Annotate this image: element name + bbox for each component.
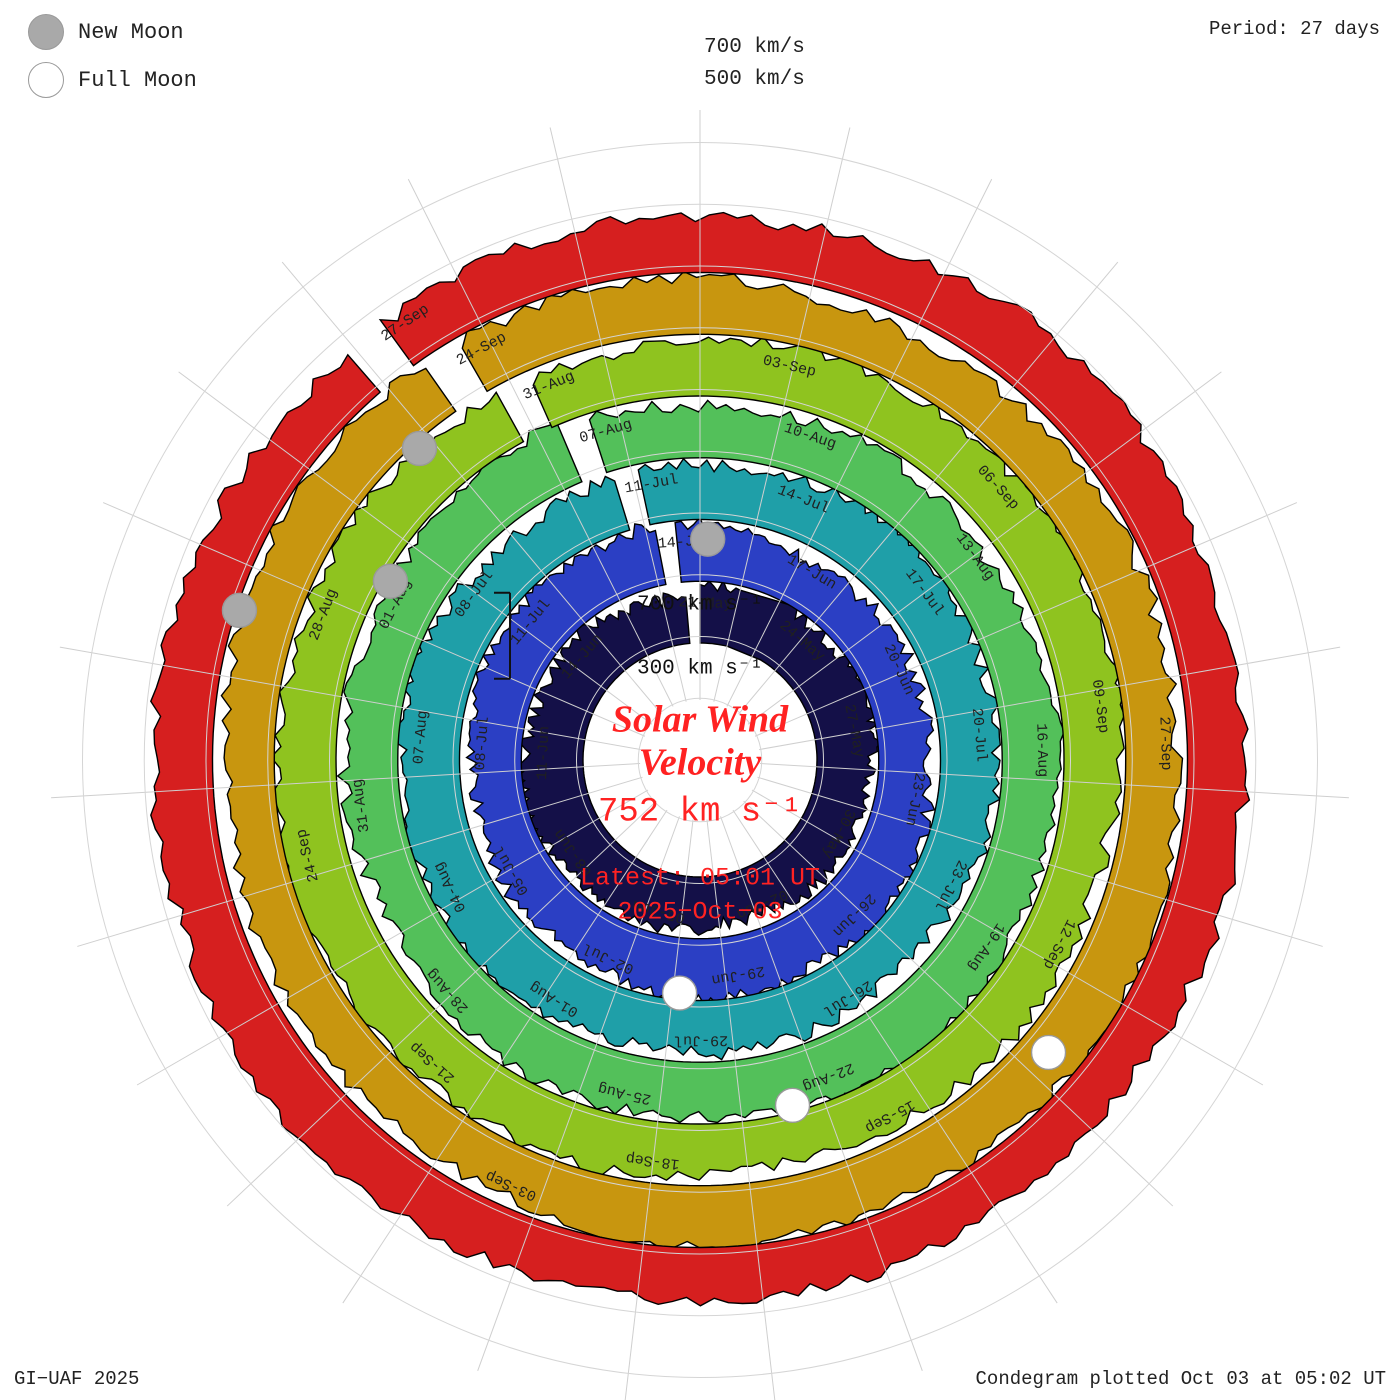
- outer-scale-top: 700 km/s: [704, 36, 805, 59]
- new-moon-marker[interactable]: [222, 593, 256, 627]
- chart-title: Solar Wind Velocity: [490, 699, 910, 784]
- velocity-scale-bar: 700 km s⁻¹ 300 km s⁻¹: [490, 591, 910, 681]
- outer-scale-bottom: 500 km/s: [704, 68, 805, 91]
- new-moon-icon: [28, 14, 64, 50]
- new-moon-marker[interactable]: [402, 431, 436, 465]
- full-moon-label: Full Moon: [78, 68, 197, 93]
- full-moon-marker[interactable]: [663, 976, 697, 1010]
- center-info-block: 700 km s⁻¹ 300 km s⁻¹ Solar Wind Velocit…: [490, 591, 910, 930]
- full-moon-marker[interactable]: [776, 1088, 810, 1122]
- full-moon-marker[interactable]: [1032, 1035, 1066, 1069]
- new-moon-marker[interactable]: [373, 564, 407, 598]
- full-moon-icon: [28, 62, 64, 98]
- chart-value: 752 km s⁻¹: [490, 790, 910, 832]
- date-tick-label: 27-Sep: [1155, 716, 1174, 771]
- new-moon-marker[interactable]: [691, 522, 725, 556]
- chart-latest: Latest: 05:01 UT 2025−Oct−03: [490, 862, 910, 930]
- scale-bottom-label: 300 km s⁻¹: [637, 655, 763, 681]
- footer-right-label: Condegram plotted Oct 03 at 05:02 UT: [976, 1368, 1386, 1390]
- period-label: Period: 27 days: [1209, 18, 1380, 40]
- scale-bar-labels: 700 km s⁻¹ 300 km s⁻¹: [637, 591, 763, 681]
- footer-left-label: GI−UAF 2025: [14, 1368, 139, 1390]
- scale-top-label: 700 km s⁻¹: [637, 591, 763, 617]
- legend-new-moon[interactable]: New Moon: [28, 14, 184, 50]
- date-tick-label: 29-Jul: [674, 1031, 728, 1048]
- new-moon-label: New Moon: [78, 20, 184, 45]
- date-tick-label: 16-Aug: [1032, 723, 1051, 777]
- legend-full-moon[interactable]: Full Moon: [28, 62, 197, 98]
